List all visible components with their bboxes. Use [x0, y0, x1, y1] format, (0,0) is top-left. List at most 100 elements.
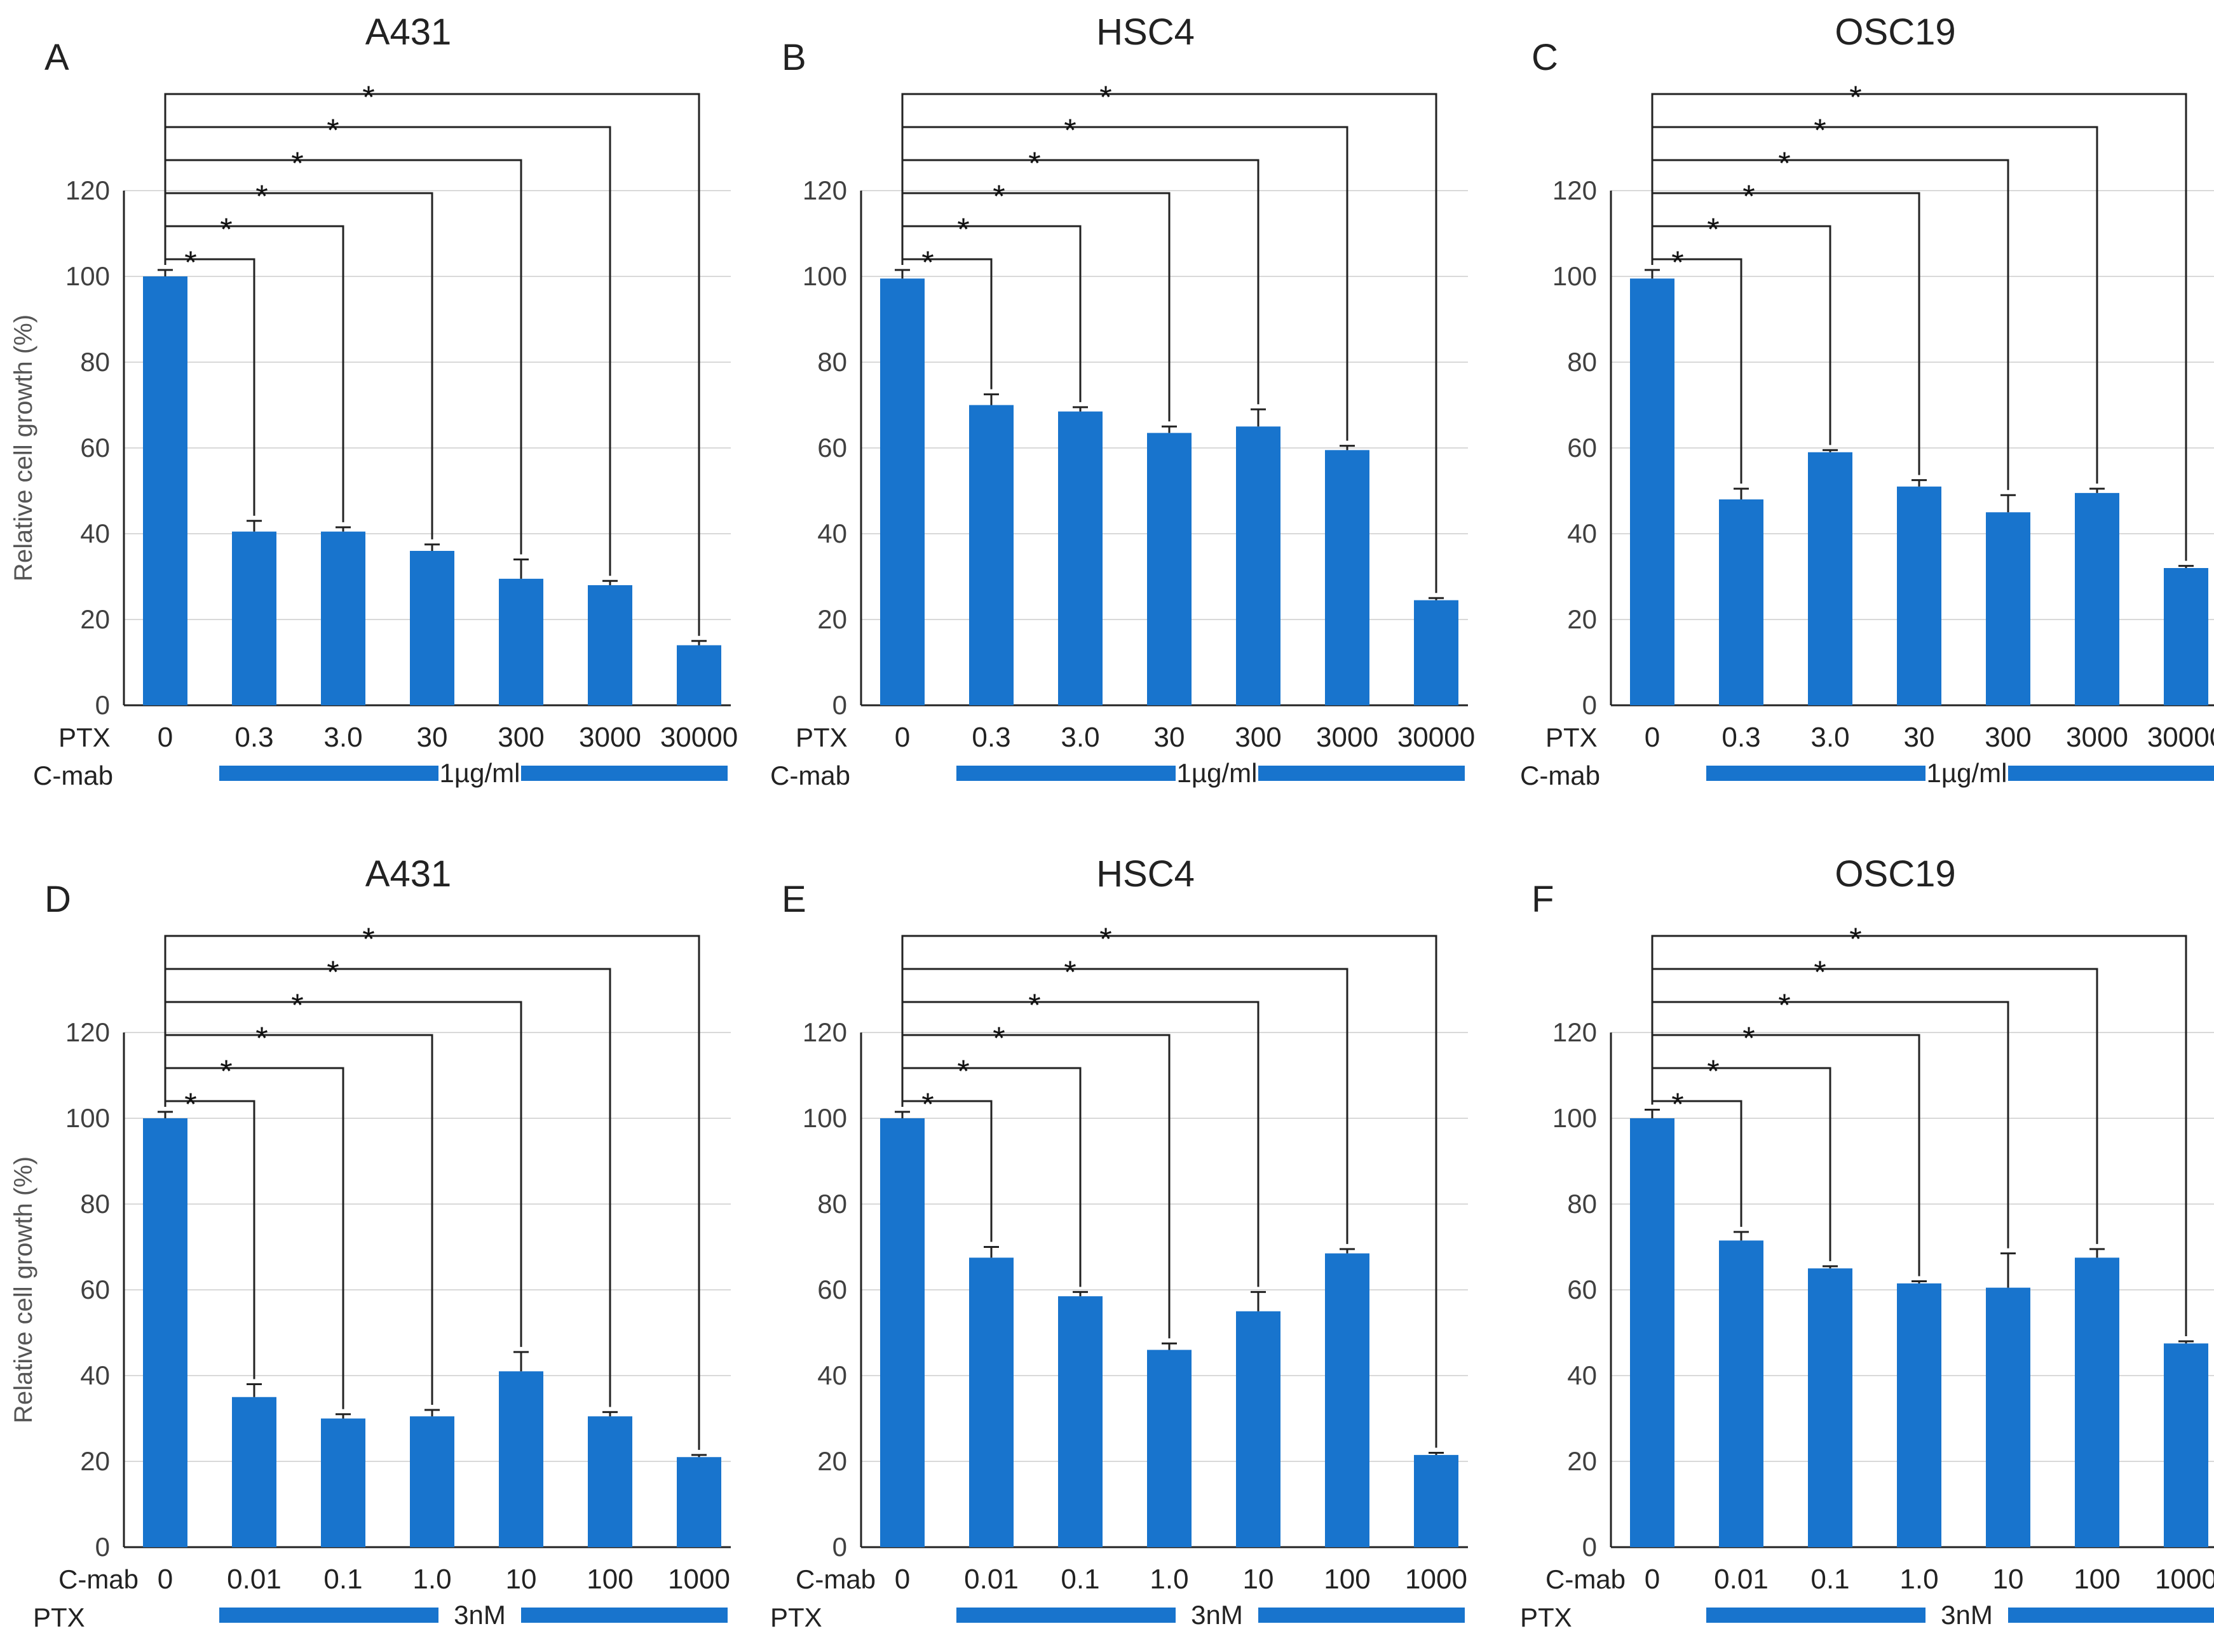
bar — [499, 1371, 543, 1547]
y-tick-label: 60 — [817, 1275, 847, 1304]
x-tick-label: 300 — [1235, 722, 1281, 753]
significance-star: * — [1099, 921, 1111, 957]
bar — [969, 1257, 1014, 1547]
significance-star: * — [1099, 79, 1111, 115]
x-tick-label: 0.3 — [1722, 722, 1760, 753]
x-tick-label: 30 — [1154, 722, 1185, 753]
constant-label: 1µg/ml — [440, 758, 520, 788]
y-tick-label: 60 — [80, 433, 110, 463]
constant-label: 1µg/ml — [1927, 758, 2007, 788]
significance-bracket — [164, 126, 611, 576]
x-tick-label: 1000 — [668, 1564, 730, 1595]
x-tick-label: 0.3 — [234, 722, 273, 753]
y-tick-label: 0 — [95, 690, 110, 720]
significance-bracket — [901, 192, 1171, 422]
row2-label: PTX — [770, 1602, 822, 1632]
significance-star: * — [327, 954, 339, 990]
bar — [1147, 1350, 1192, 1547]
significance-star: * — [1742, 179, 1755, 214]
x-tick-label: 100 — [1324, 1564, 1370, 1595]
bar — [1897, 1283, 1941, 1547]
x-tick-label: 30 — [417, 722, 448, 753]
bar — [677, 645, 721, 705]
significance-star: * — [1849, 79, 1861, 115]
x-tick-label: 10 — [1993, 1564, 2024, 1595]
y-tick-label: 40 — [817, 518, 847, 548]
panel-title: OSC19 — [1835, 11, 1955, 53]
constant-label: 3nM — [454, 1600, 506, 1630]
x-tick-label: 1000 — [2155, 1564, 2214, 1595]
panel-title: HSC4 — [1096, 853, 1195, 895]
x-tick-label: 3000 — [2066, 722, 2128, 753]
y-tick-label: 40 — [1567, 1360, 1597, 1390]
x-tick-label: 0 — [895, 722, 910, 753]
significance-bracket — [901, 968, 1348, 1244]
y-tick-label: 20 — [1567, 1446, 1597, 1476]
y-tick-label: 0 — [1582, 690, 1597, 720]
y-tick-label: 80 — [817, 347, 847, 377]
x-tick-label: 3000 — [579, 722, 641, 753]
y-tick-label: 0 — [832, 1532, 847, 1562]
bar — [499, 578, 543, 705]
significance-star: * — [957, 212, 969, 247]
significance-star: * — [1028, 987, 1040, 1023]
x-tick-label: 100 — [2074, 1564, 2120, 1595]
significance-bracket — [164, 1034, 433, 1405]
panel-letter: A — [44, 37, 69, 78]
y-axis-label: Relative cell growth (%) — [10, 315, 37, 581]
x-tick-label: 300 — [498, 722, 544, 753]
y-tick-label: 60 — [1567, 433, 1597, 463]
y-tick-label: 80 — [1567, 1189, 1597, 1219]
x-tick-label: 10 — [506, 1564, 537, 1595]
significance-star: * — [1814, 954, 1826, 990]
x-tick-label: 1.0 — [412, 1564, 451, 1595]
x-tick-label: 3000 — [1316, 722, 1378, 753]
bar — [1808, 1268, 1852, 1547]
significance-star: * — [1814, 112, 1826, 148]
significance-star: * — [362, 79, 374, 115]
y-tick-label: 40 — [80, 518, 110, 548]
significance-star: * — [362, 921, 374, 957]
significance-star: * — [184, 245, 196, 280]
significance-star: * — [1064, 112, 1076, 148]
significance-bracket — [1651, 192, 1920, 475]
significance-star: * — [1064, 954, 1076, 990]
x-tick-label: 300 — [1985, 722, 2031, 753]
significance-star: * — [1778, 987, 1790, 1023]
significance-bracket — [901, 935, 1437, 1448]
constant-bar-left — [219, 1608, 438, 1623]
y-tick-label: 60 — [80, 1275, 110, 1304]
significance-star: * — [1778, 146, 1790, 181]
x-tick-label: 0.01 — [964, 1564, 1019, 1595]
bar — [2164, 568, 2208, 705]
significance-bracket — [164, 93, 700, 636]
panel-title: A431 — [365, 853, 451, 895]
x-tick-label: 0.1 — [1061, 1564, 1099, 1595]
significance-star: * — [255, 179, 268, 214]
y-tick-label: 40 — [80, 1360, 110, 1390]
panel-title: OSC19 — [1835, 853, 1955, 895]
y-tick-label: 20 — [817, 1446, 847, 1476]
x-tick-label: 0 — [158, 722, 173, 753]
y-tick-label: 40 — [817, 1360, 847, 1390]
row1-label: PTX — [58, 722, 111, 752]
y-tick-label: 120 — [803, 175, 847, 205]
x-tick-label: 0 — [895, 1564, 910, 1595]
bar — [2075, 1257, 2119, 1547]
bar — [1986, 512, 2030, 705]
significance-bracket — [901, 1034, 1171, 1339]
bar — [1325, 1253, 1369, 1547]
significance-star: * — [1707, 212, 1719, 247]
x-tick-label: 0 — [158, 1564, 173, 1595]
y-tick-label: 80 — [817, 1189, 847, 1219]
x-tick-label: 3.0 — [323, 722, 362, 753]
significance-star: * — [1671, 245, 1683, 280]
y-tick-label: 20 — [817, 604, 847, 634]
x-tick-label: 0.1 — [323, 1564, 362, 1595]
significance-star: * — [993, 1020, 1005, 1056]
significance-star: * — [291, 146, 303, 181]
bar — [2164, 1343, 2208, 1547]
bar — [321, 1418, 365, 1547]
significance-bracket — [901, 93, 1437, 593]
